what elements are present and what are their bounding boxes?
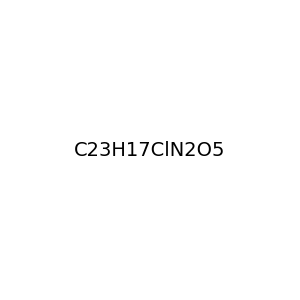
Text: C23H17ClN2O5: C23H17ClN2O5	[74, 140, 226, 160]
